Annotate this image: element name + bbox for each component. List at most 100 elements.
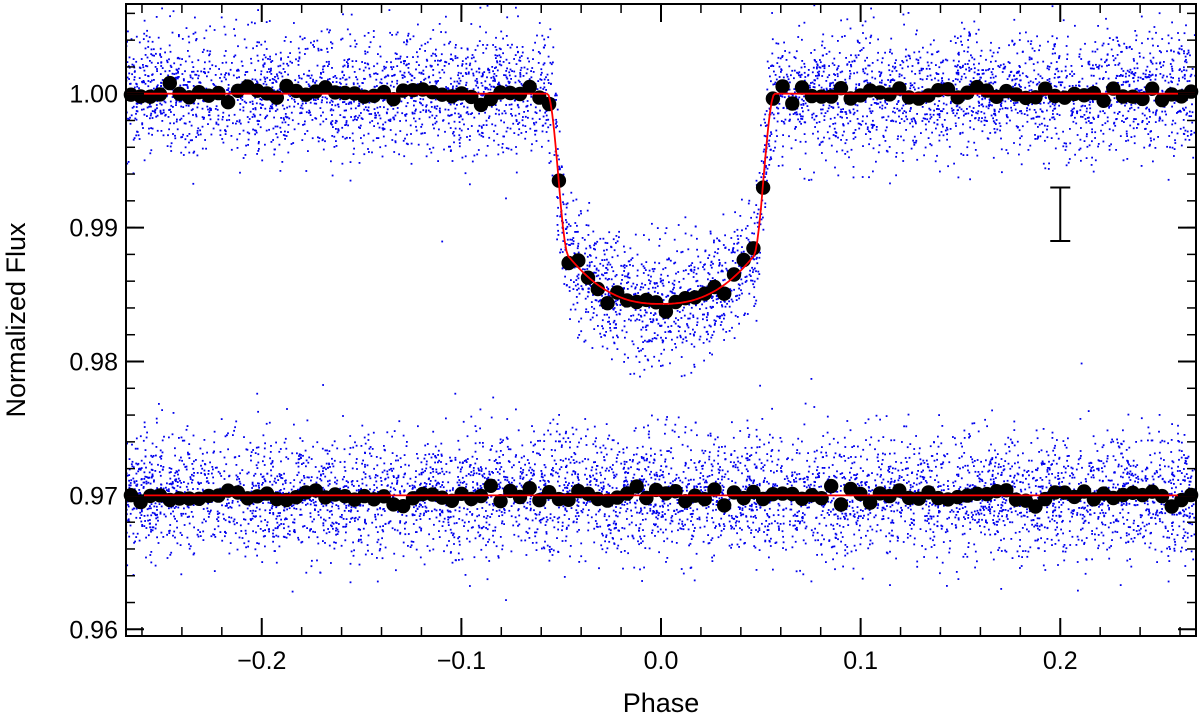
raw-point — [189, 74, 192, 77]
raw-point — [999, 64, 1002, 67]
raw-point — [1121, 50, 1123, 53]
raw-point — [419, 111, 422, 113]
raw-point — [153, 87, 155, 90]
raw-point — [217, 118, 220, 121]
raw-point — [728, 305, 731, 308]
raw-point — [799, 74, 802, 77]
raw-point — [174, 134, 176, 137]
raw-point — [631, 340, 634, 343]
raw-point — [859, 50, 862, 52]
raw-point — [283, 40, 286, 42]
raw-point — [758, 273, 761, 275]
raw-point — [198, 81, 201, 84]
raw-point — [1041, 110, 1044, 113]
raw-point — [1027, 81, 1030, 84]
raw-point — [265, 21, 268, 23]
raw-point — [817, 130, 819, 133]
raw-point — [555, 94, 558, 97]
raw-point — [566, 232, 568, 234]
raw-point — [1134, 88, 1137, 91]
raw-point — [703, 313, 705, 316]
raw-point — [540, 68, 543, 71]
raw-point — [457, 74, 459, 77]
raw-point — [736, 234, 739, 237]
raw-point — [870, 123, 873, 126]
raw-point — [968, 32, 971, 35]
raw-point — [601, 259, 604, 261]
raw-point — [548, 152, 551, 154]
raw-point — [914, 73, 917, 75]
raw-point — [852, 132, 855, 135]
raw-point — [917, 62, 920, 65]
raw-point — [524, 125, 527, 127]
raw-point — [1026, 109, 1028, 112]
raw-point — [515, 119, 518, 121]
raw-point — [347, 102, 350, 105]
raw-point — [839, 71, 842, 74]
raw-point — [1178, 47, 1181, 50]
raw-point — [755, 270, 757, 273]
raw-point — [1032, 63, 1035, 65]
raw-point — [942, 102, 945, 105]
raw-point — [595, 275, 598, 278]
raw-point — [1171, 105, 1173, 108]
raw-point — [874, 77, 877, 80]
raw-point — [525, 72, 528, 75]
raw-point — [876, 98, 879, 101]
raw-point — [911, 120, 914, 123]
raw-point — [518, 128, 521, 131]
raw-point — [1048, 78, 1051, 80]
raw-point — [642, 341, 644, 343]
raw-point — [1097, 114, 1100, 117]
raw-point — [1161, 89, 1164, 92]
raw-point — [192, 85, 195, 87]
raw-point — [929, 143, 932, 145]
raw-point — [866, 73, 869, 76]
raw-point — [724, 261, 727, 264]
raw-point — [503, 74, 505, 76]
raw-point — [577, 273, 580, 276]
raw-point — [695, 272, 698, 275]
raw-point — [1016, 101, 1019, 104]
raw-point — [1048, 65, 1051, 68]
raw-point — [800, 117, 802, 120]
raw-point — [816, 71, 819, 74]
raw-point — [458, 142, 461, 144]
raw-point — [166, 93, 169, 96]
raw-point — [1159, 62, 1161, 65]
raw-point — [1037, 73, 1040, 76]
raw-point — [536, 34, 538, 37]
raw-point — [303, 73, 305, 76]
raw-point — [379, 45, 382, 48]
raw-point — [334, 104, 337, 107]
raw-point — [343, 116, 346, 119]
raw-point — [1010, 100, 1012, 102]
raw-point — [895, 70, 898, 72]
raw-point — [556, 154, 559, 157]
raw-point — [169, 100, 172, 103]
raw-point — [758, 256, 761, 259]
raw-point — [956, 104, 959, 107]
raw-point — [346, 28, 349, 31]
raw-point — [435, 120, 438, 123]
raw-point — [1047, 40, 1049, 43]
raw-point — [985, 58, 987, 61]
raw-point — [166, 61, 169, 64]
raw-point — [479, 25, 481, 28]
raw-point — [854, 136, 857, 139]
raw-point — [906, 118, 909, 121]
raw-point — [671, 338, 673, 341]
raw-point — [956, 78, 959, 81]
raw-point — [804, 140, 807, 143]
raw-point — [1019, 137, 1021, 140]
raw-point — [942, 125, 944, 128]
raw-point — [1008, 74, 1011, 76]
raw-point — [460, 129, 463, 132]
raw-point — [312, 44, 314, 46]
raw-point — [668, 281, 670, 284]
raw-point — [1106, 64, 1108, 67]
raw-point — [301, 107, 304, 110]
raw-point — [133, 71, 136, 73]
raw-point — [1046, 136, 1049, 139]
